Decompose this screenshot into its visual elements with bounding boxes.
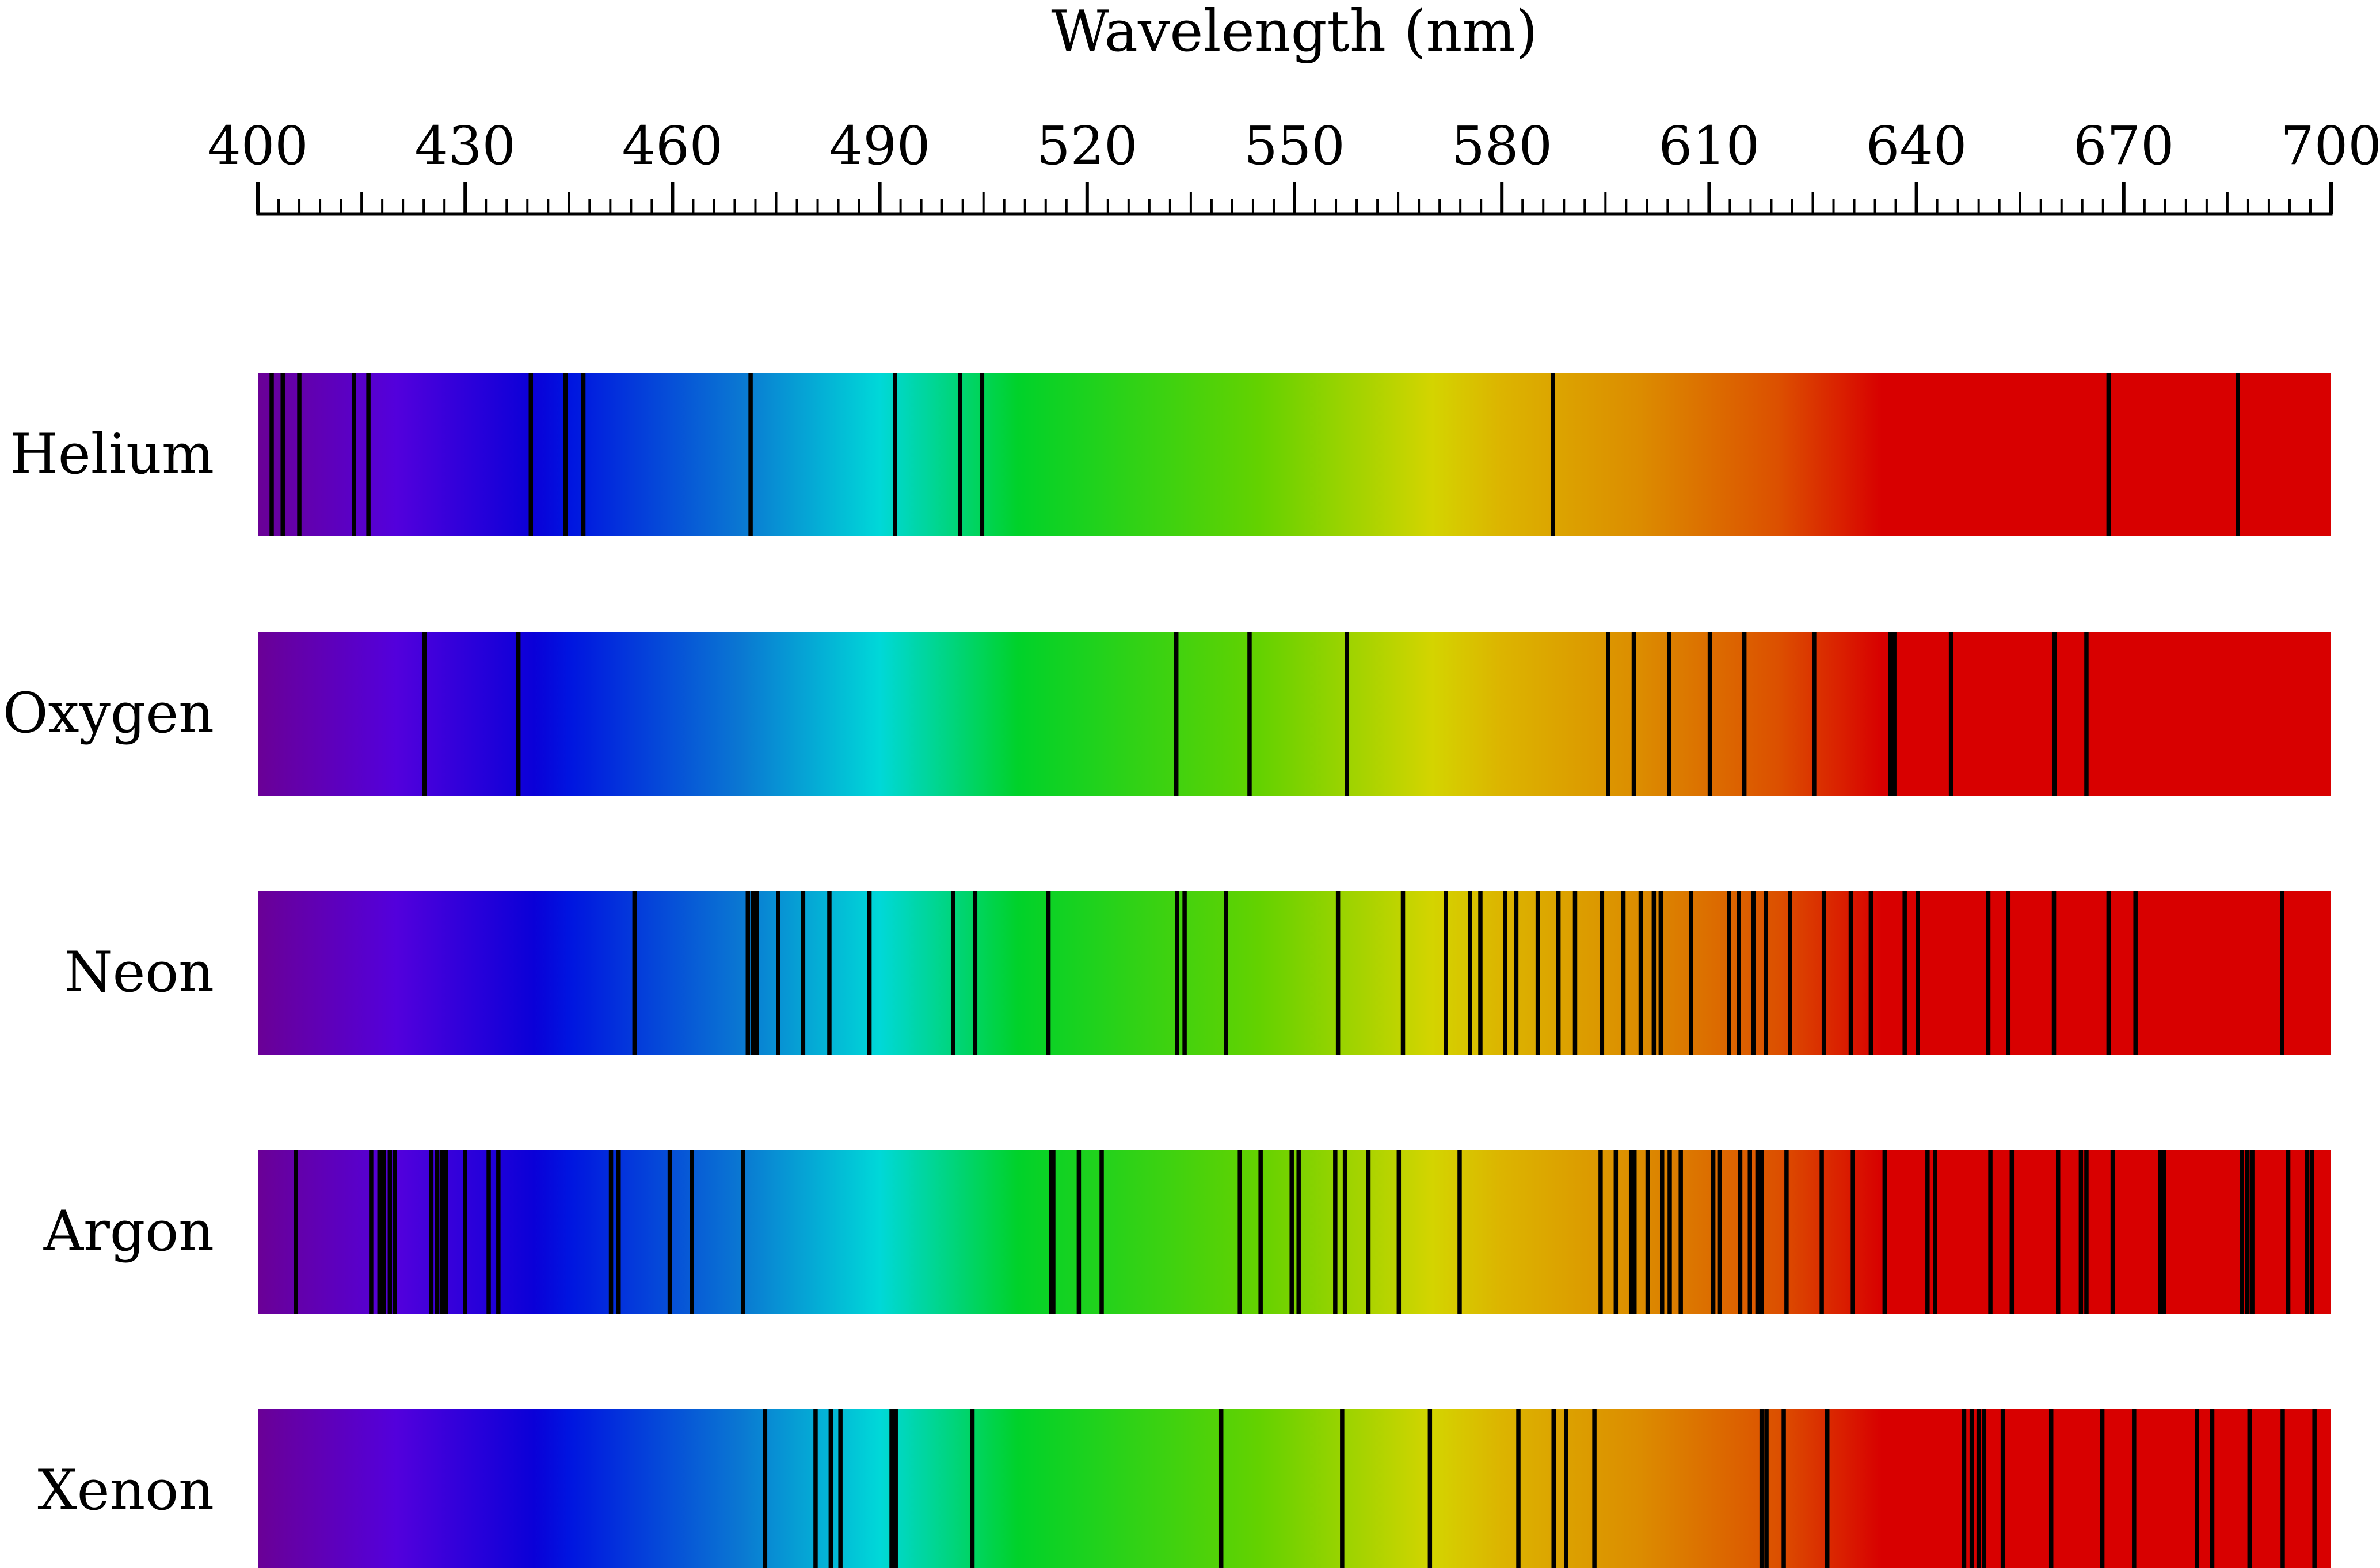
x-tick-label: 400 [207, 115, 309, 177]
spectrum-band [258, 1150, 2331, 1314]
x-axis: 400 430 460 490 520 550 580 610 640 670 700 [207, 115, 2380, 216]
spectrum-row-neon: Neon [64, 891, 2331, 1055]
spectrum-band [258, 373, 2331, 536]
x-tick-label: 610 [1659, 115, 1760, 177]
x-tick-label: 580 [1451, 115, 1552, 177]
element-label: Xenon [37, 1458, 214, 1523]
spectrum-row-oxygen: Oxygen [3, 632, 2331, 796]
spectrum-row-helium: Helium [10, 373, 2331, 536]
x-tick-label: 670 [2073, 115, 2175, 177]
x-tick-label: 490 [829, 115, 931, 177]
element-label: Argon [43, 1199, 214, 1263]
x-tick-label: 550 [1244, 115, 1345, 177]
spectrum-row-argon: Argon [43, 1150, 2331, 1314]
x-tick-label: 640 [1866, 115, 1967, 177]
element-label: Oxygen [3, 681, 214, 745]
x-tick-label: 430 [414, 115, 516, 177]
spectrum-row-xenon: Xenon [37, 1409, 2331, 1568]
spectrum-bands: Helium Oxygen Neon Argon Xenon [3, 373, 2331, 1568]
spectrum-band [258, 1409, 2331, 1568]
x-tick-label: 700 [2280, 115, 2380, 177]
element-label: Helium [10, 422, 214, 486]
spectrum-band [258, 891, 2331, 1055]
spectrum-band [258, 632, 2331, 796]
x-tick-label: 460 [622, 115, 723, 177]
x-tick-label: 520 [1037, 115, 1138, 177]
x-axis-title: Wavelength (nm) [1051, 0, 1537, 64]
element-label: Neon [64, 940, 214, 1004]
